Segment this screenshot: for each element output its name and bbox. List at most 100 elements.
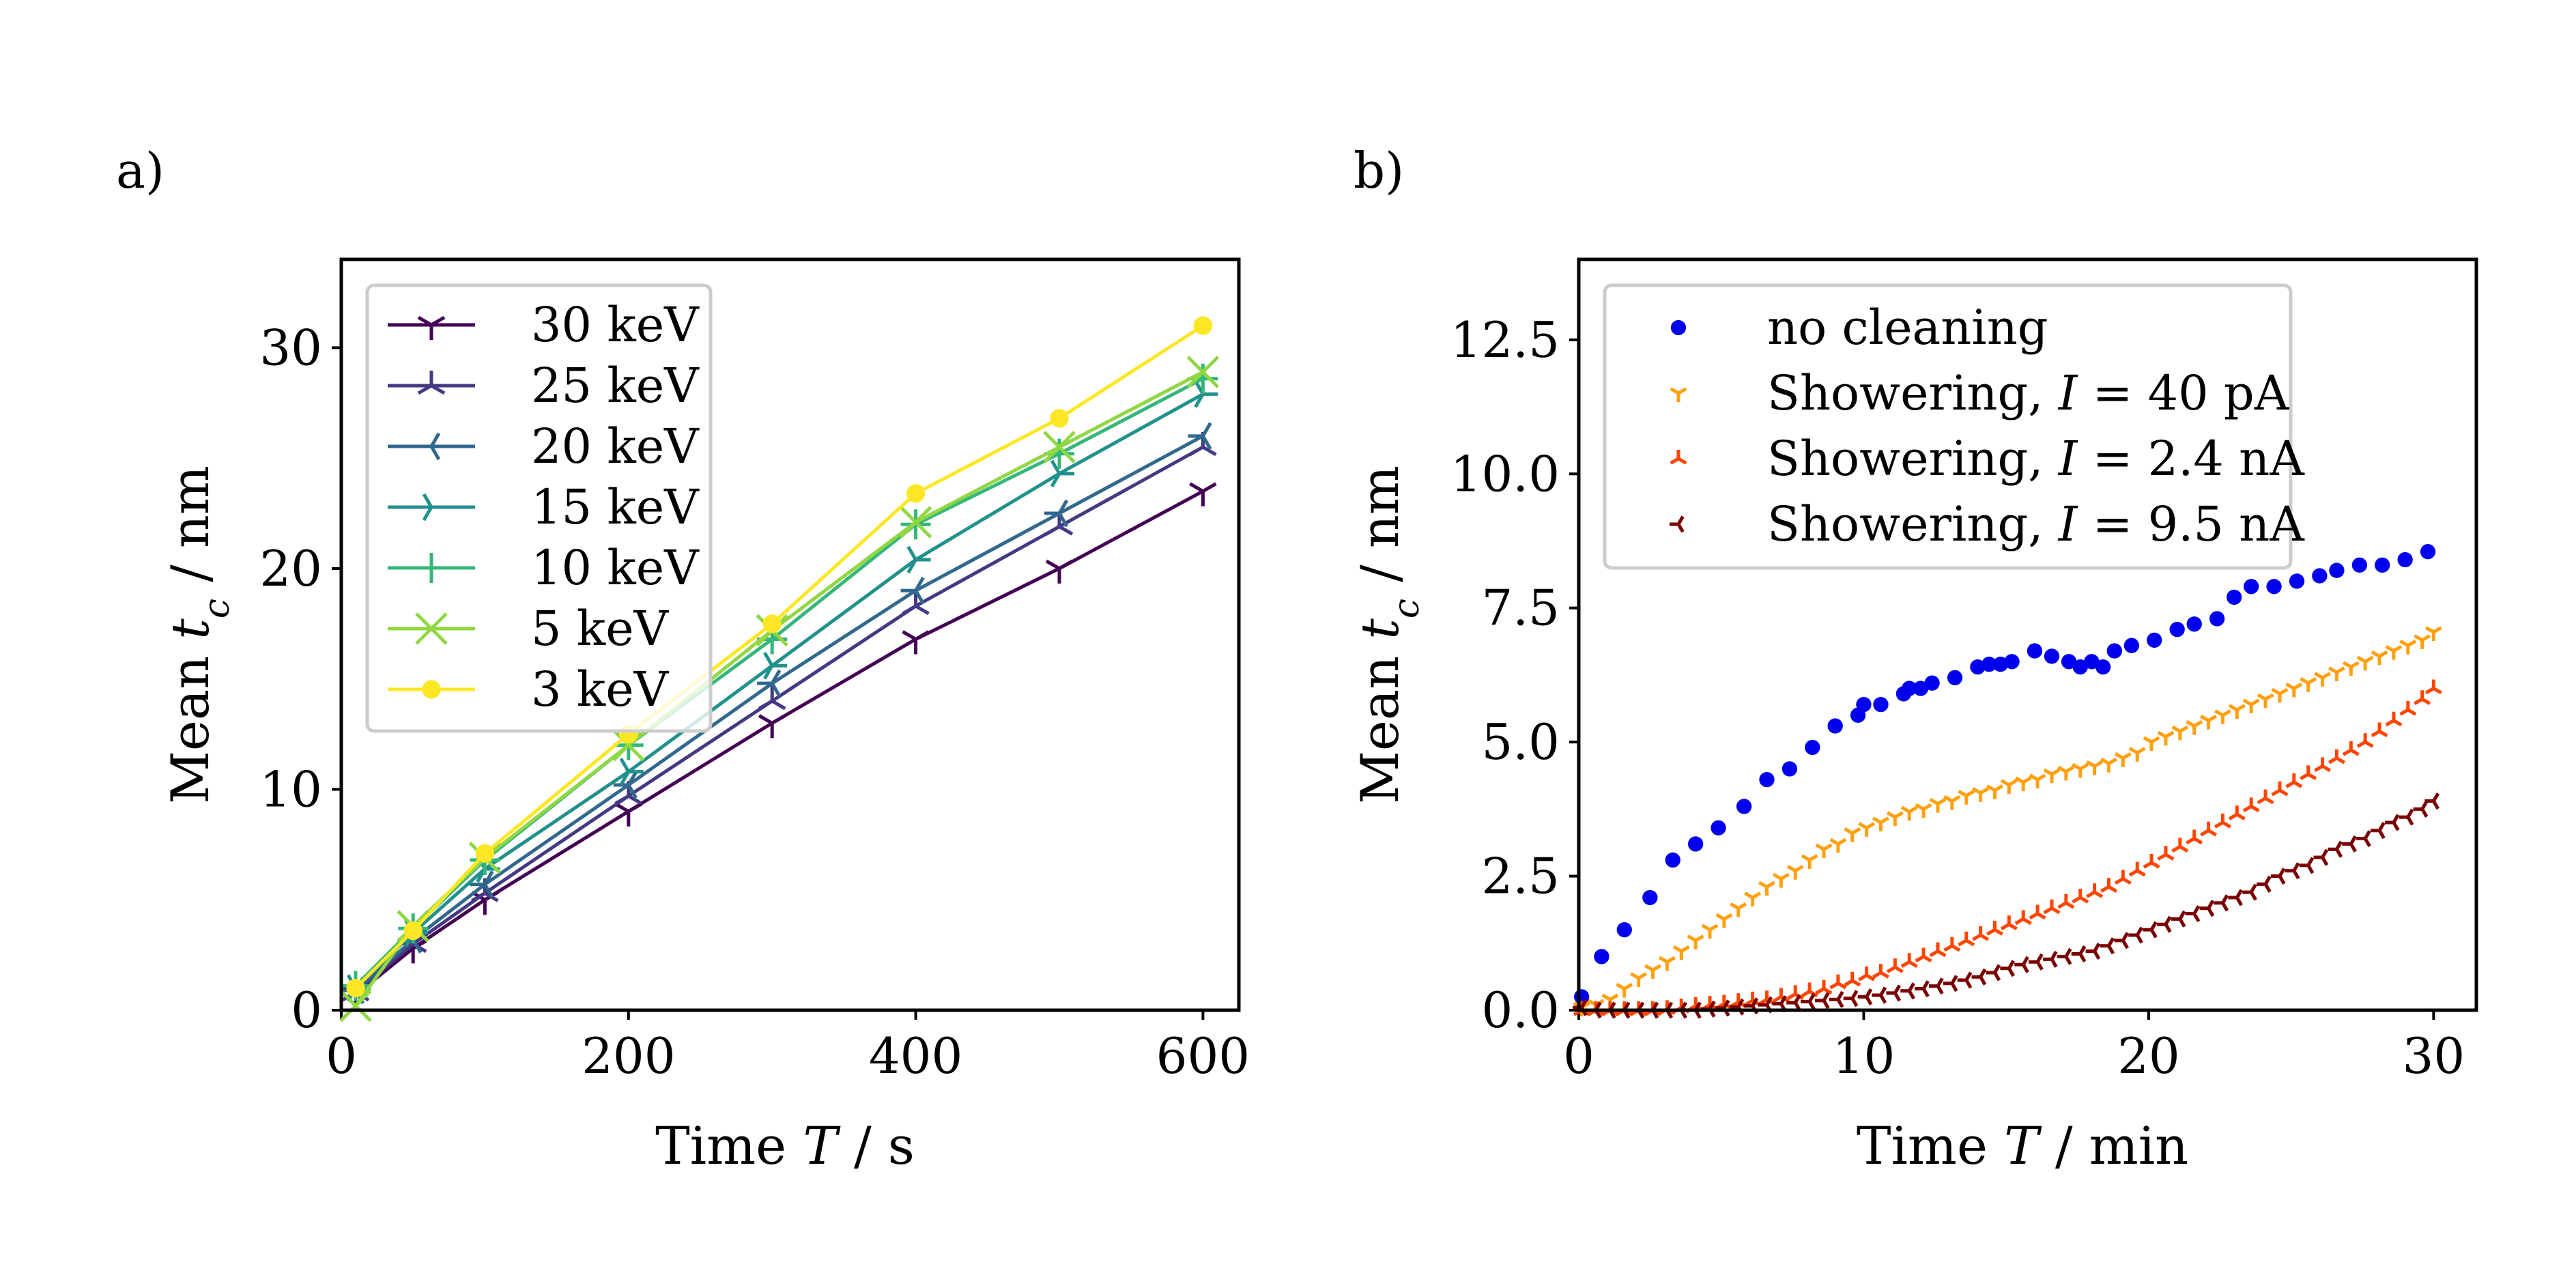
panel-a-data-point-mark — [471, 891, 486, 902]
panel-b-legend-label: Showering, I = 2.4 nA — [1767, 431, 2305, 487]
panel-b-data-point-mark — [2266, 579, 2282, 595]
panel-b-data-point — [2314, 757, 2332, 773]
panel-b-data-point-mark — [2292, 862, 2300, 872]
panel-b-data-point-mark — [2293, 682, 2303, 690]
panel-b-data-point — [2329, 562, 2345, 578]
panel-b-data-point-mark — [2200, 829, 2209, 837]
panel-b-data-point-mark — [1711, 820, 1726, 836]
panel-b-data-point — [2226, 589, 2242, 605]
panel-b-data-point-mark — [2371, 730, 2381, 738]
panel-b-data-point-mark — [2136, 926, 2143, 936]
panel-b-data-point — [2228, 889, 2243, 906]
panel-a-legend-label: 25 keV — [531, 358, 700, 414]
panel-b-data-point-mark — [2292, 870, 2300, 880]
panel-b-data-point — [2342, 835, 2357, 853]
panel-a-data-point — [612, 728, 645, 762]
panel-b-data-point — [1873, 696, 1889, 713]
panel-b-data-point-mark — [1879, 994, 1887, 1004]
panel-b-data-point — [2228, 805, 2246, 820]
panel-a-x-tick-label: 400 — [869, 1027, 962, 1085]
panel-a-legend-marker-mark — [422, 680, 441, 699]
panel-b-data-point-mark — [1865, 973, 1876, 982]
panel-b-data-point-mark — [1943, 944, 1954, 952]
panel-a-data-point-mark — [627, 802, 643, 813]
panel-a-data-point-mark — [771, 699, 786, 711]
panel-a-data-point-mark — [758, 714, 773, 725]
panel-b-data-point — [1616, 982, 1633, 998]
panel-b-data-point-mark — [2285, 682, 2295, 690]
panel-b-data-point-mark — [2121, 932, 2130, 942]
panel-b-data-point-mark — [2150, 861, 2160, 869]
panel-b-data-point-mark — [1893, 984, 1902, 994]
panel-b-y-tick-label: 10.0 — [1450, 445, 1560, 502]
panel-b-data-point-mark — [2335, 840, 2343, 850]
panel-b-data-point-mark — [1894, 811, 1904, 819]
panel-b-data-point-mark — [2164, 924, 2172, 933]
panel-b-data-point-mark — [1827, 718, 1843, 734]
panel-b-data-point-mark — [2084, 654, 2100, 670]
panel-b-data-point-mark — [2285, 780, 2295, 788]
panel-b-data-point-mark — [2207, 829, 2218, 837]
panel-b-data-point-mark — [2377, 822, 2386, 832]
panel-b-data-point-mark — [1936, 797, 1947, 805]
panel-b-data-point-mark — [2093, 890, 2104, 898]
panel-b-data-point-mark — [2164, 853, 2175, 861]
panel-b-data-point — [1900, 805, 1918, 821]
panel-b-data-point — [2014, 910, 2032, 926]
panel-b-data-point — [1829, 974, 1847, 990]
panel-b-data-point — [1886, 811, 1904, 827]
panel-b-data-point-mark — [2093, 943, 2101, 952]
panel-b-data-point-mark — [1616, 921, 1632, 938]
panel-b: b) 0 10 20 30 0.0 2.5 5.0 7.5 10.0 12.5 no cleanin… — [1349, 142, 2478, 1176]
panel-b-data-point-mark — [2236, 813, 2246, 820]
panel-b-data-point — [2242, 797, 2260, 813]
panel-b-data-point-mark — [1894, 965, 1904, 973]
panel-b-data-point — [1801, 982, 1818, 998]
panel-b-data-point-mark — [1850, 997, 1859, 1007]
panel-b-data-point — [1856, 696, 1872, 713]
panel-b-data-point-mark — [2271, 788, 2281, 797]
panel-a-data-point-mark — [914, 576, 925, 592]
panel-a-legend-label: 10 keV — [531, 540, 700, 596]
panel-b-data-point-mark — [1609, 993, 1619, 1001]
panel-b-legend-label-value: = 9.5 nA — [2077, 496, 2305, 552]
panel-b-legend-marker-mark — [1676, 523, 1685, 533]
panel-b-data-point — [2299, 857, 2315, 874]
panel-b-data-point — [2114, 752, 2132, 767]
panel-a-data-point-mark — [1202, 445, 1217, 457]
panel-b-data-point — [2100, 937, 2115, 955]
panel-b-data-point-mark — [2221, 902, 2229, 912]
panel-b-data-point-mark — [1594, 949, 1609, 964]
panel-b-data-point-mark — [1922, 955, 1932, 963]
panel-b-data-point-mark — [2278, 868, 2286, 877]
panel-a-legend-marker — [416, 432, 441, 461]
panel-b-data-point-mark — [1872, 971, 1882, 979]
panel-b-data-point-mark — [2406, 808, 2414, 818]
panel-b-data-point-mark — [2022, 917, 2032, 926]
panel-b-data-point — [2399, 701, 2417, 716]
panel-b-data-point-mark — [2035, 953, 2044, 963]
panel-b-data-point-mark — [2399, 708, 2409, 716]
panel-b-data-point — [2271, 781, 2289, 797]
panel-a-data-point-mark — [346, 979, 365, 998]
panel-b-data-point-mark — [2079, 896, 2089, 904]
panel-a-data-point-mark — [1201, 422, 1212, 438]
panel-b-data-point-mark — [2293, 780, 2303, 788]
panel-b-data-point-mark — [1936, 985, 1944, 995]
panel-a-data-point — [758, 686, 786, 711]
panel-b-data-point — [2029, 773, 2046, 789]
panel-b-data-point — [2242, 883, 2257, 901]
panel-a-data-point — [1186, 356, 1220, 388]
panel-b-data-point-mark — [2271, 687, 2281, 696]
panel-b-data-point — [2285, 682, 2303, 698]
panel-b-data-point — [1900, 953, 1918, 968]
panel-b-data-point-mark — [2236, 704, 2246, 712]
panel-b-data-point-mark — [2107, 945, 2115, 955]
panel-a-legend-frame — [365, 283, 713, 733]
panel-b-data-point — [2072, 889, 2089, 904]
panel-b-data-point-mark — [1715, 913, 1726, 921]
panel-a-legend-label: 3 keV — [531, 661, 670, 717]
panel-b-legend-marker — [1670, 515, 1685, 533]
panel-b-data-point — [2147, 632, 2162, 648]
panel-a-legend-label: 20 keV — [531, 418, 700, 474]
